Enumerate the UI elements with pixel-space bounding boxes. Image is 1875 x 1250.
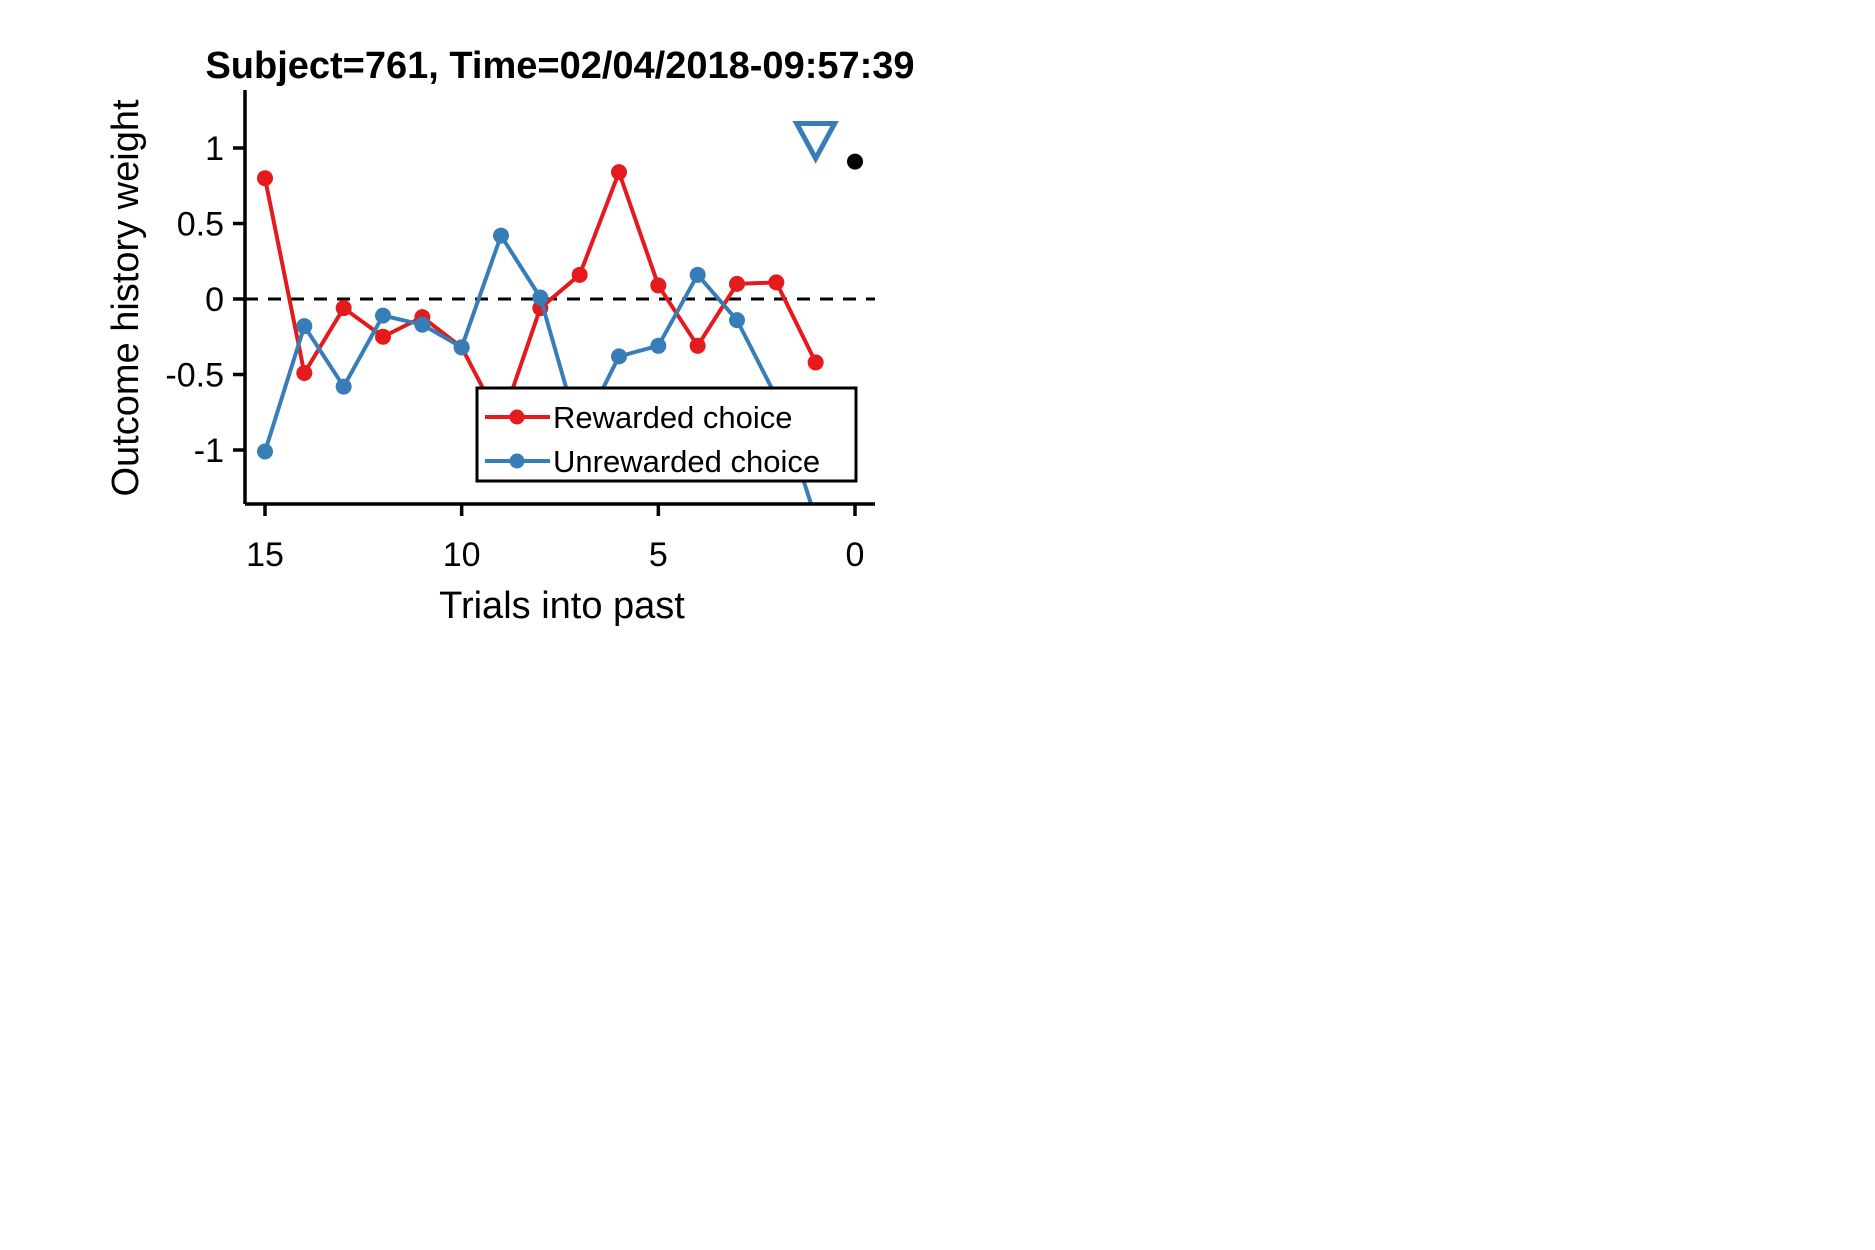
data-point xyxy=(611,348,627,365)
data-point xyxy=(296,318,313,335)
y-axis-title: Outcome history weight xyxy=(105,99,147,496)
data-point xyxy=(729,312,745,329)
data-point xyxy=(689,337,706,354)
legend-label: Unrewarded choice xyxy=(553,444,820,479)
data-point xyxy=(335,300,352,317)
data-point xyxy=(571,266,588,283)
dot-marker xyxy=(847,153,863,170)
data-point xyxy=(650,277,667,294)
y-tick-label: 0.5 xyxy=(177,206,224,244)
data-point xyxy=(257,443,273,460)
x-tick-label: 0 xyxy=(846,536,865,574)
annotation-marker-layer xyxy=(792,120,863,170)
legend-box xyxy=(475,386,858,483)
data-point xyxy=(335,378,352,395)
data-point xyxy=(375,307,391,324)
data-point xyxy=(296,364,313,381)
data-point xyxy=(414,316,431,333)
data-point xyxy=(650,337,667,354)
ticks: 15 10 5 0 1 0.5 0 -0.5 -1 xyxy=(165,130,864,574)
y-tick-label: 0 xyxy=(205,281,224,319)
y-tick-label: -1 xyxy=(194,432,224,470)
data-point xyxy=(611,164,627,181)
data-point xyxy=(768,274,785,291)
legend-swatch-point xyxy=(509,409,525,425)
x-axis-title: Trials into past xyxy=(439,585,685,627)
data-point xyxy=(257,170,273,187)
chart-title: Subject=761, Time=02/04/2018-09:57:39 xyxy=(205,45,914,87)
data-point xyxy=(689,266,706,283)
data-point xyxy=(493,227,509,244)
data-point xyxy=(532,289,549,306)
x-tick-label: 10 xyxy=(443,536,481,574)
x-tick-label: 15 xyxy=(246,536,284,574)
legend-label: Rewarded choice xyxy=(553,400,793,435)
y-tick-label: 1 xyxy=(205,130,224,168)
x-tick-label: 5 xyxy=(649,536,668,574)
legend: Rewarded choice Unrewarded choice xyxy=(475,386,858,483)
data-point xyxy=(729,275,745,292)
legend-swatch-point xyxy=(509,453,525,469)
triangle-marker xyxy=(792,120,839,164)
y-tick-label: -0.5 xyxy=(165,357,224,395)
data-point xyxy=(807,354,824,371)
data-point xyxy=(453,339,470,356)
axes xyxy=(243,90,875,506)
data-point xyxy=(375,328,391,345)
data-point xyxy=(808,510,824,526)
